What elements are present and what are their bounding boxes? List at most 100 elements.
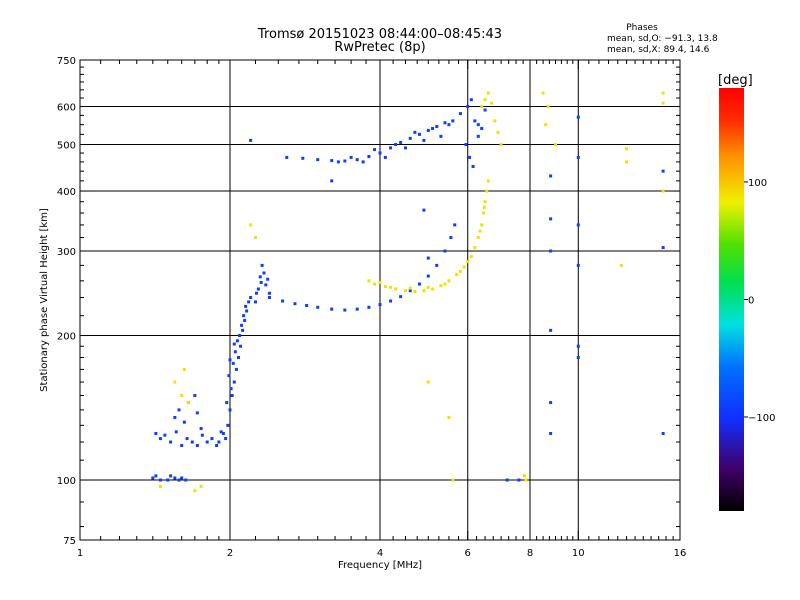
o-mode-point-64 [254,291,258,295]
o-mode-point-57 [253,300,257,304]
o-mode-point-65 [259,280,263,284]
o-mode-point-60 [260,263,264,267]
o-mode-point-104 [361,160,365,164]
o-mode-point-99 [435,125,439,129]
o-mode-point-8 [158,478,162,482]
o-mode-point-5 [177,478,181,482]
o-mode-point-67 [267,296,271,300]
o-mode-point-138 [576,263,580,267]
y-tick-label-500: 500 [57,141,76,152]
o-mode-point-120 [483,108,487,112]
x-mode-point-34 [483,98,487,102]
x-mode-point-53 [553,143,557,147]
chart-subtitle: RwPretec (8p) [334,40,425,55]
x-mode-point-2 [394,287,398,291]
o-mode-point-13 [174,430,178,434]
x-mode-point-15 [481,211,485,215]
o-mode-point-127 [426,256,430,260]
o-mode-point-96 [408,136,412,140]
o-mode-point-105 [373,148,377,152]
o-mode-point-40 [241,328,245,332]
x-mode-point-31 [493,119,497,123]
o-mode-point-140 [576,355,580,359]
x-mode-point-49 [524,478,528,482]
o-mode-point-38 [236,355,240,359]
grid-lines [80,60,680,540]
o-mode-point-68 [281,299,285,303]
o-mode-point-6 [180,476,184,480]
x-tick-label-1: 1 [77,548,83,559]
o-mode-point-86 [285,155,289,159]
x-axis-label: Frequency [MHz] [338,560,422,571]
x-mode-point-14 [480,223,484,227]
y-axis: 75 100 200 300 400 500 600 750 [57,56,680,547]
colorbar-tick-label-0: 0 [748,296,754,307]
o-mode-point-117 [473,119,477,123]
o-mode-point-98 [426,128,430,132]
o-mode-point-84 [449,236,453,240]
o-mode-point-41 [243,318,247,322]
o-mode-point-80 [417,282,421,286]
o-mode-point-111 [431,126,435,130]
o-mode-point-114 [458,112,462,116]
x-mode-point-0 [373,282,377,286]
o-mode-point-145 [517,478,521,482]
x-mode-point-56 [619,263,623,267]
x-mode-point-51 [546,105,550,109]
o-mode-point-133 [549,401,553,405]
o-mode-point-21 [215,444,219,448]
x-mode-point-10 [462,265,466,269]
o-mode-point-11 [163,433,167,437]
o-mode-point-39 [239,344,243,348]
o-mode-point-43 [247,300,251,304]
chart-title: Tromsø 20151023 08:44:00–08:45:43 [257,27,502,42]
o-mode-point-121 [464,143,468,147]
x-tick-label-8: 8 [527,548,533,559]
x-mode-point-25 [458,269,462,273]
o-mode-point-139 [576,344,580,348]
x-mode-point-30 [490,101,494,105]
o-mode-point-32 [221,432,225,436]
x-mode-point-58 [661,101,665,105]
x-mode-point-40 [193,489,197,493]
x-tick-label-2: 2 [227,548,233,559]
o-mode-point-88 [316,158,320,162]
o-mode-point-112 [439,134,443,138]
o-mode-point-3 [169,474,173,478]
x-mode-point-5 [422,289,426,293]
x-mode-point-43 [249,223,253,227]
x-mode-point-52 [544,123,548,127]
o-mode-point-30 [199,427,203,431]
x-mode-point-55 [625,160,629,164]
x-mode-point-7 [439,284,443,288]
o-mode-point-33 [226,423,230,427]
x-mode-point-59 [661,189,665,193]
o-mode-point-141 [661,169,665,173]
o-mode-point-97 [417,132,421,136]
o-mode-point-56 [232,342,236,346]
x-mode-point-18 [486,179,490,183]
x-mode-point-17 [485,189,489,193]
data-points [151,91,665,493]
o-mode-point-115 [466,105,470,109]
y-tick-label-600: 600 [57,103,76,114]
x-tick-label-4: 4 [377,548,383,559]
o-mode-point-108 [403,146,407,150]
x-tick-label-10: 10 [572,548,585,559]
o-mode-point-29 [195,411,199,415]
o-mode-point-131 [549,249,553,253]
o-mode-point-132 [549,328,553,332]
o-mode-point-48 [233,350,237,354]
x-mode-point-33 [499,143,503,147]
o-mode-point-16 [190,440,194,444]
y-tick-label-75: 75 [63,536,76,547]
x-mode-point-44 [253,236,257,240]
o-mode-point-22 [219,430,223,434]
o-mode-point-2 [166,478,170,482]
o-mode-point-125 [330,179,334,183]
o-mode-point-103 [349,155,353,159]
o-mode-point-35 [230,394,234,398]
o-mode-point-37 [234,367,238,371]
o-mode-point-63 [267,291,271,295]
